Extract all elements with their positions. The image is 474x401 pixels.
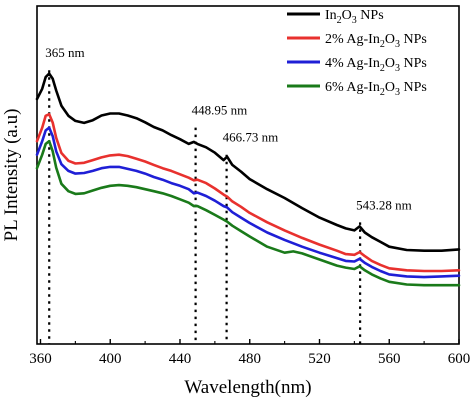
legend-entry-label: 4% Ag-In2O3 NPs xyxy=(325,56,427,74)
series-line-3 xyxy=(35,126,461,279)
x-tick-label: 560 xyxy=(378,351,401,367)
peak-annotations: 365 nm 448.95 nm 466.73 nm 543.28 nm xyxy=(45,45,412,344)
peak-label: 448.95 nm xyxy=(192,103,248,118)
x-tick-label: 520 xyxy=(308,351,331,367)
x-tick-label: 360 xyxy=(29,351,52,367)
series-line-2 xyxy=(35,112,461,273)
x-tick-label: 400 xyxy=(99,351,122,367)
y-axis-label: PL Intensity (a.u) xyxy=(1,109,22,242)
x-tick-label: 440 xyxy=(169,351,192,367)
legend-entry-label: In2O3 NPs xyxy=(325,8,384,26)
legend-entry-label: 6% Ag-In2O3 NPs xyxy=(325,80,427,98)
peak-label: 466.73 nm xyxy=(223,130,279,145)
plot-frame xyxy=(36,5,460,345)
x-tick-label: 600 xyxy=(448,351,471,367)
x-tick-label: 480 xyxy=(238,351,261,367)
peak-label: 365 nm xyxy=(45,45,84,60)
series-lines xyxy=(35,72,461,287)
x-axis-label: Wavelength(nm) xyxy=(184,377,311,398)
x-axis-ticks: 360 400 440 480 520 560 600 xyxy=(29,339,470,367)
legend: In2O3 NPs 2% Ag-In2O3 NPs 4% Ag-In2O3 NPs 6… xyxy=(287,8,427,98)
legend-entry-label: 2% Ag-In2O3 NPs xyxy=(325,32,427,50)
series-line-4 xyxy=(35,139,461,287)
peak-label: 543.28 nm xyxy=(356,197,412,212)
series-line-1 xyxy=(35,72,461,252)
